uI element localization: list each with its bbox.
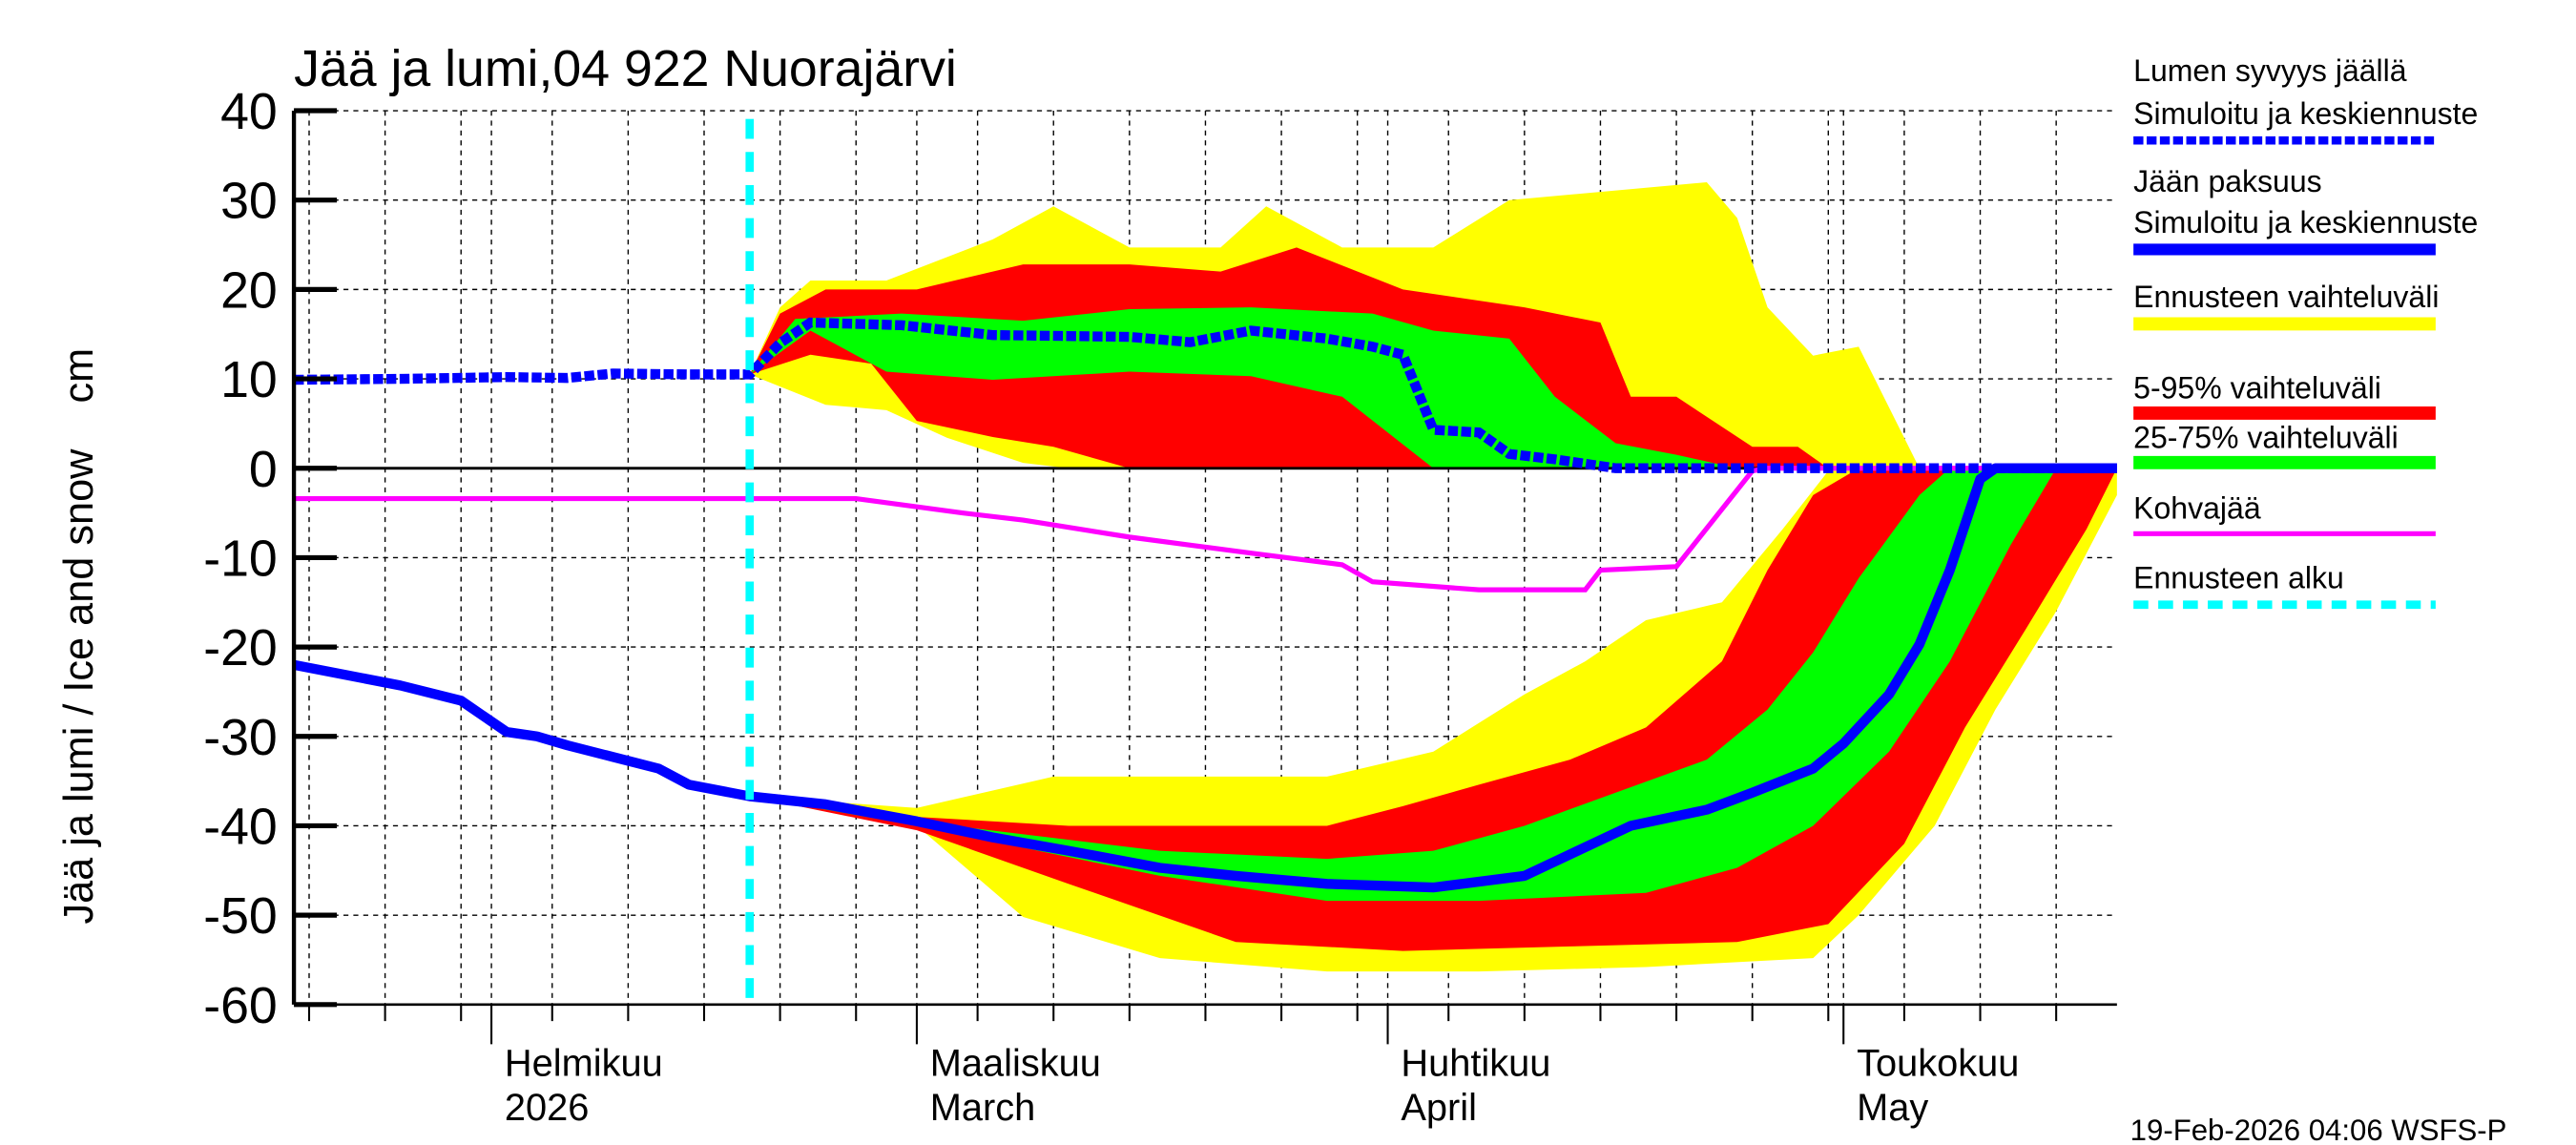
y-tick-label: -50: [203, 887, 278, 945]
y-tick-label: -20: [203, 619, 278, 677]
legend-label: Ennusteen alku: [2133, 560, 2344, 594]
legend-label: Jään paksuus: [2133, 164, 2322, 198]
y-tick-label: -30: [203, 709, 278, 766]
legend-label: 25-75% vaihteluväli: [2133, 420, 2399, 454]
month-label: Toukokuu: [1857, 1042, 2019, 1084]
y-tick-label: -60: [203, 977, 278, 1034]
month-sublabel: March: [930, 1087, 1036, 1129]
snow-depth-line: [294, 317, 2117, 473]
month-sublabel: May: [1857, 1087, 1928, 1129]
slush-ice-line: [294, 466, 2117, 593]
y-tick-label: -10: [203, 530, 278, 587]
legend-label: Simuloitu ja keskiennuste: [2133, 205, 2478, 239]
bands: [294, 181, 2117, 972]
legend-label: Lumen syvyys jäällä: [2133, 53, 2407, 88]
month-sublabel: 2026: [505, 1087, 590, 1129]
timestamp: 19-Feb-2026 04:06 WSFS-P: [2130, 1114, 2507, 1145]
chart-title: Jää ja lumi,04 922 Nuorajärvi: [294, 40, 957, 97]
axes: [291, 108, 2117, 1045]
legend-label: Kohvajää: [2133, 491, 2261, 526]
y-tick-label: 0: [249, 441, 278, 498]
y-tick-label: 30: [220, 173, 278, 230]
month-label: Huhtikuu: [1401, 1042, 1550, 1084]
y-tick-label: 10: [220, 351, 278, 408]
month-label: Maaliskuu: [930, 1042, 1101, 1084]
band-snow-25-75: [749, 307, 2117, 468]
series-lines: [293, 118, 2117, 1005]
legend-label: Simuloitu ja keskiennuste: [2133, 96, 2478, 131]
legend: Lumen syvyys jäällä Simuloitu ja keskienn…: [2133, 53, 2478, 610]
month-sublabel: April: [1401, 1087, 1477, 1129]
y-tick-labels: 40 30 20 10 0 -10 -20 -30 -40 -50 -60: [203, 83, 278, 1034]
band-ice-25-75: [749, 468, 2117, 902]
y-tick-label: 20: [220, 261, 278, 319]
y-axis-label: Jää ja lumi / Ice and snow cm: [56, 348, 102, 925]
y-tick-label: -40: [203, 798, 278, 855]
y-tick-label: 40: [220, 83, 278, 140]
legend-label: 5-95% vaihteluväli: [2133, 370, 2381, 405]
legend-label: Ennusteen vaihteluväli: [2133, 280, 2439, 314]
ice-thickness-line: [293, 463, 2117, 893]
month-label: Helmikuu: [505, 1042, 663, 1084]
